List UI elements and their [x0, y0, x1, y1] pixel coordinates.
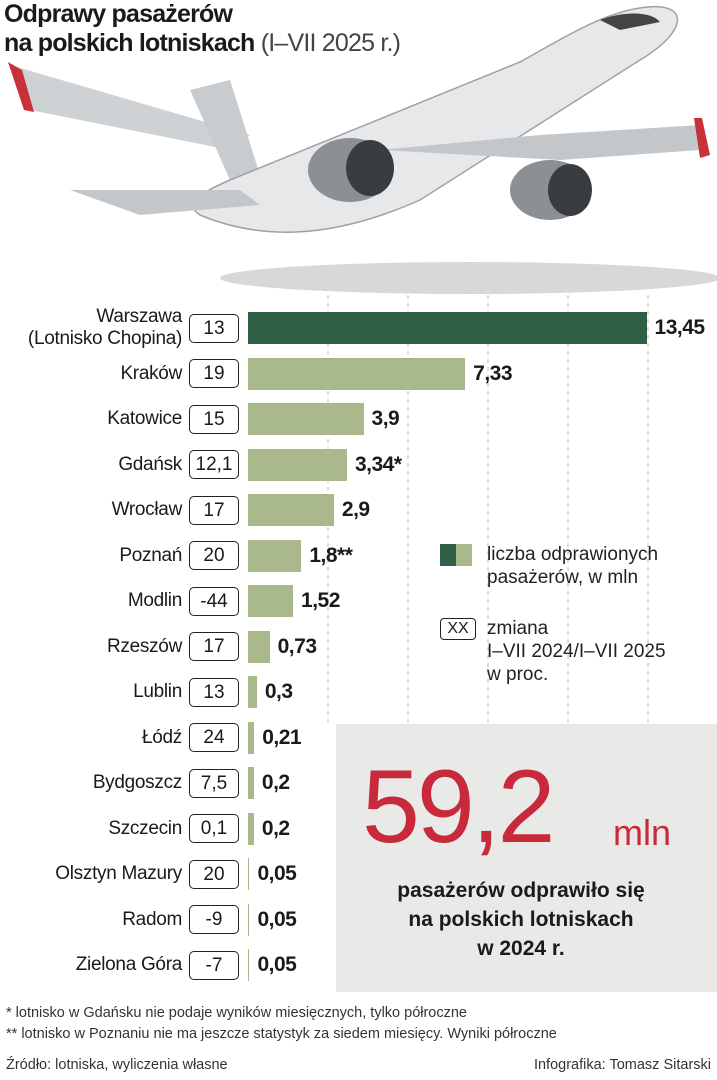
- subtitle: (I–VII 2025 r.): [260, 29, 401, 57]
- legend-swatch-light: [456, 544, 472, 566]
- value-label: 0,73: [277, 634, 317, 658]
- value-label: 0,05: [257, 862, 297, 885]
- bar: [248, 676, 257, 708]
- bar: [248, 403, 364, 435]
- category-label: Zielona Góra: [75, 954, 183, 975]
- category-label: Katowice: [107, 408, 182, 429]
- value-label: 13,45: [654, 316, 706, 339]
- category-label: Kraków: [120, 362, 182, 384]
- bar: [248, 949, 250, 981]
- legend-label: liczba odprawionych pasażerów, w mln: [487, 544, 659, 588]
- value-label: 3,34*: [354, 452, 402, 476]
- change-box: 17: [189, 632, 239, 661]
- value-label: 0,2: [261, 816, 290, 840]
- bar: [248, 630, 270, 663]
- callout-text: pasażerów odprawiło się na polskich lotn…: [397, 879, 645, 960]
- value-label: 3,9: [371, 407, 400, 430]
- category-label: Modlin: [127, 590, 182, 611]
- footnote: * lotnisko w Gdańsku nie podaje wyników …: [6, 1005, 467, 1021]
- bar: [248, 585, 294, 617]
- value-label: 0,05: [257, 907, 297, 931]
- legend-label: zmiana I–VII 2024/I–VII 2025 w proc.: [487, 618, 666, 685]
- category-label: Szczecin: [108, 817, 182, 839]
- bar: [248, 858, 250, 890]
- bar: [248, 448, 347, 481]
- bar: [248, 494, 334, 526]
- airplane-illustration: [8, 6, 717, 294]
- value-label: 0,21: [262, 725, 302, 749]
- value-label: 0,2: [261, 771, 290, 794]
- bar: [248, 812, 254, 845]
- change-box: 12,1: [189, 450, 239, 479]
- change-box: 20: [189, 859, 239, 889]
- bar: [248, 312, 647, 344]
- change-box: 0,1: [189, 814, 239, 843]
- category-label: Radom: [122, 908, 182, 930]
- change-box: 13: [189, 313, 239, 343]
- bar: [248, 767, 254, 799]
- category-label: Lublin: [133, 681, 182, 702]
- category-label: Warszawa (Lotnisko Chopina): [27, 306, 182, 349]
- source: Źródło: lotniska, wyliczenia własne: [6, 1057, 228, 1073]
- value-label: 0,3: [264, 680, 293, 703]
- category-label: Gdańsk: [118, 453, 182, 475]
- callout-box: [336, 724, 717, 992]
- bar: [248, 903, 250, 936]
- category-label: Poznań: [119, 544, 182, 566]
- bar: [248, 721, 255, 754]
- change-box: 20: [189, 541, 239, 570]
- value-label: 2,9: [341, 498, 370, 521]
- title-line: na polskich lotniskach: [4, 29, 255, 57]
- change-box: 24: [189, 723, 239, 752]
- value-label: 1,52: [301, 589, 340, 612]
- legend-swatch-dark: [440, 544, 456, 566]
- bar: [248, 357, 466, 390]
- change-box: -7: [189, 950, 239, 980]
- title-line: Odprawy pasażerów: [4, 0, 233, 28]
- value-label: 7,33: [473, 361, 513, 385]
- category-label: Łódź: [141, 726, 182, 748]
- change-box: 7,5: [189, 768, 239, 798]
- title-line: na polskich lotniskach (I–VII 2025 r.): [4, 29, 401, 58]
- bar: [248, 539, 302, 572]
- footnote: ** lotnisko w Poznaniu nie ma jeszcze st…: [6, 1026, 557, 1042]
- change-box: 13: [189, 677, 239, 707]
- callout-number: 59,2: [362, 749, 555, 865]
- callout-unit: mln: [613, 812, 672, 853]
- change-box: 19: [189, 359, 239, 388]
- category-label: Rzeszów: [107, 635, 182, 657]
- change-box: -44: [189, 586, 239, 616]
- change-box: 15: [189, 404, 239, 434]
- legend-box: XX: [440, 618, 476, 640]
- category-label: Olsztyn Mazury: [55, 863, 182, 884]
- value-label: 0,05: [257, 953, 297, 976]
- value-label: 1,8**: [309, 543, 353, 567]
- category-label: Wrocław: [111, 499, 183, 520]
- chart-title: Odprawy pasażerów na polskich lotniskach…: [4, 0, 401, 58]
- category-label: Bydgoszcz: [92, 772, 182, 793]
- legend-swatch: [440, 544, 472, 566]
- change-box: -9: [189, 905, 239, 934]
- credit: Infografika: Tomasz Sitarski: [533, 1057, 711, 1073]
- change-box: 17: [189, 495, 239, 525]
